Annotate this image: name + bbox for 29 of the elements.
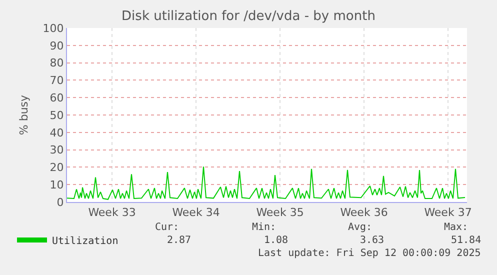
text: Avg: — [348, 222, 372, 233]
text: Cur: — [155, 222, 180, 233]
y-tick-label: 60 — [50, 91, 64, 104]
y-tick-label: 40 — [50, 126, 64, 140]
x-tick-label: Week 36 — [340, 206, 388, 220]
y-tick-label: 30 — [50, 144, 64, 157]
text: 3.63 — [360, 235, 384, 246]
y-tick-label: 90 — [50, 39, 64, 52]
y-tick-label: 50 — [50, 108, 64, 122]
x-tick-label: Week 33 — [88, 206, 136, 220]
chart-title: Disk utilization for /dev/vda - by month — [122, 9, 376, 24]
y-tick-label: 10 — [50, 178, 64, 192]
text: Last update: Fri Sep 12 00:00:09 2025 — [258, 248, 481, 259]
y-tick-label: 0 — [56, 196, 64, 209]
y-tick-label: 100 — [42, 22, 64, 35]
y-tick-label: 20 — [50, 161, 64, 174]
text: Max: — [444, 222, 468, 233]
y-tick-label: 80 — [50, 56, 64, 70]
x-tick-label: Week 34 — [172, 206, 220, 220]
x-tick-label: Week 35 — [256, 206, 304, 220]
legend-label: Utilization — [52, 236, 118, 247]
text: Min: — [252, 222, 276, 233]
text: 51.84 — [451, 235, 482, 246]
line-series — [67, 166, 466, 200]
x-tick-label: Week 37 — [424, 206, 472, 220]
y-tick-label: 70 — [50, 74, 64, 88]
y-axis-title: % busy — [17, 94, 30, 136]
text: 1.08 — [264, 235, 288, 246]
text: 2.87 — [167, 235, 192, 246]
